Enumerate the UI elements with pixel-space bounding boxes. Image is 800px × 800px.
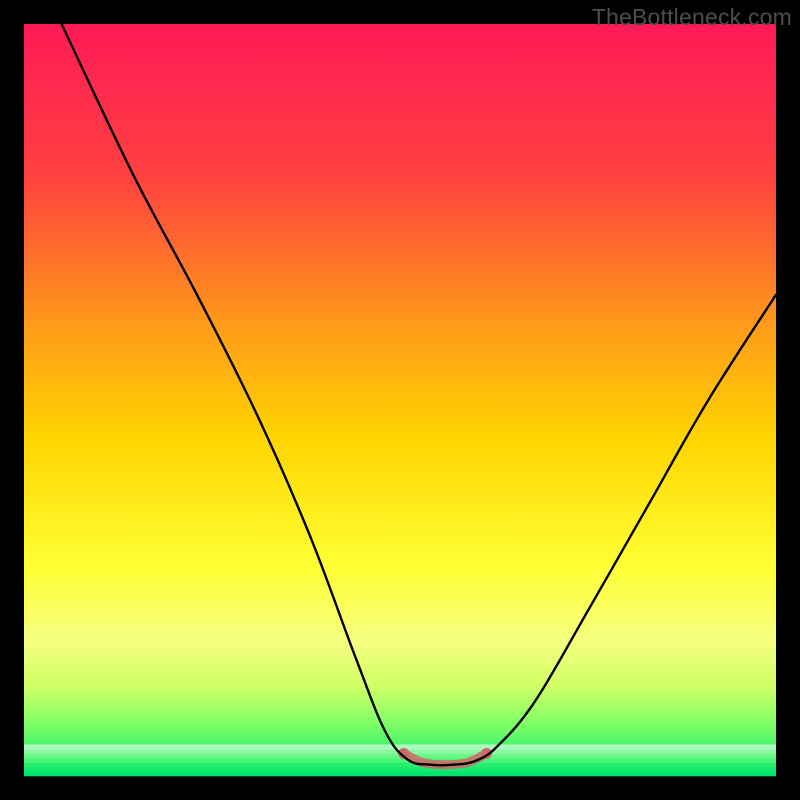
ribbon-stripe [24,762,776,767]
ribbon-stripe [24,771,776,776]
ribbon-stripe [24,767,776,772]
watermark-text: TheBottleneck.com [592,4,792,31]
ribbon-stripe [24,758,776,763]
chart-canvas [0,0,800,800]
ribbon-stripe [24,744,776,749]
plot-area [24,24,776,776]
bottleneck-chart: TheBottleneck.com [0,0,800,800]
